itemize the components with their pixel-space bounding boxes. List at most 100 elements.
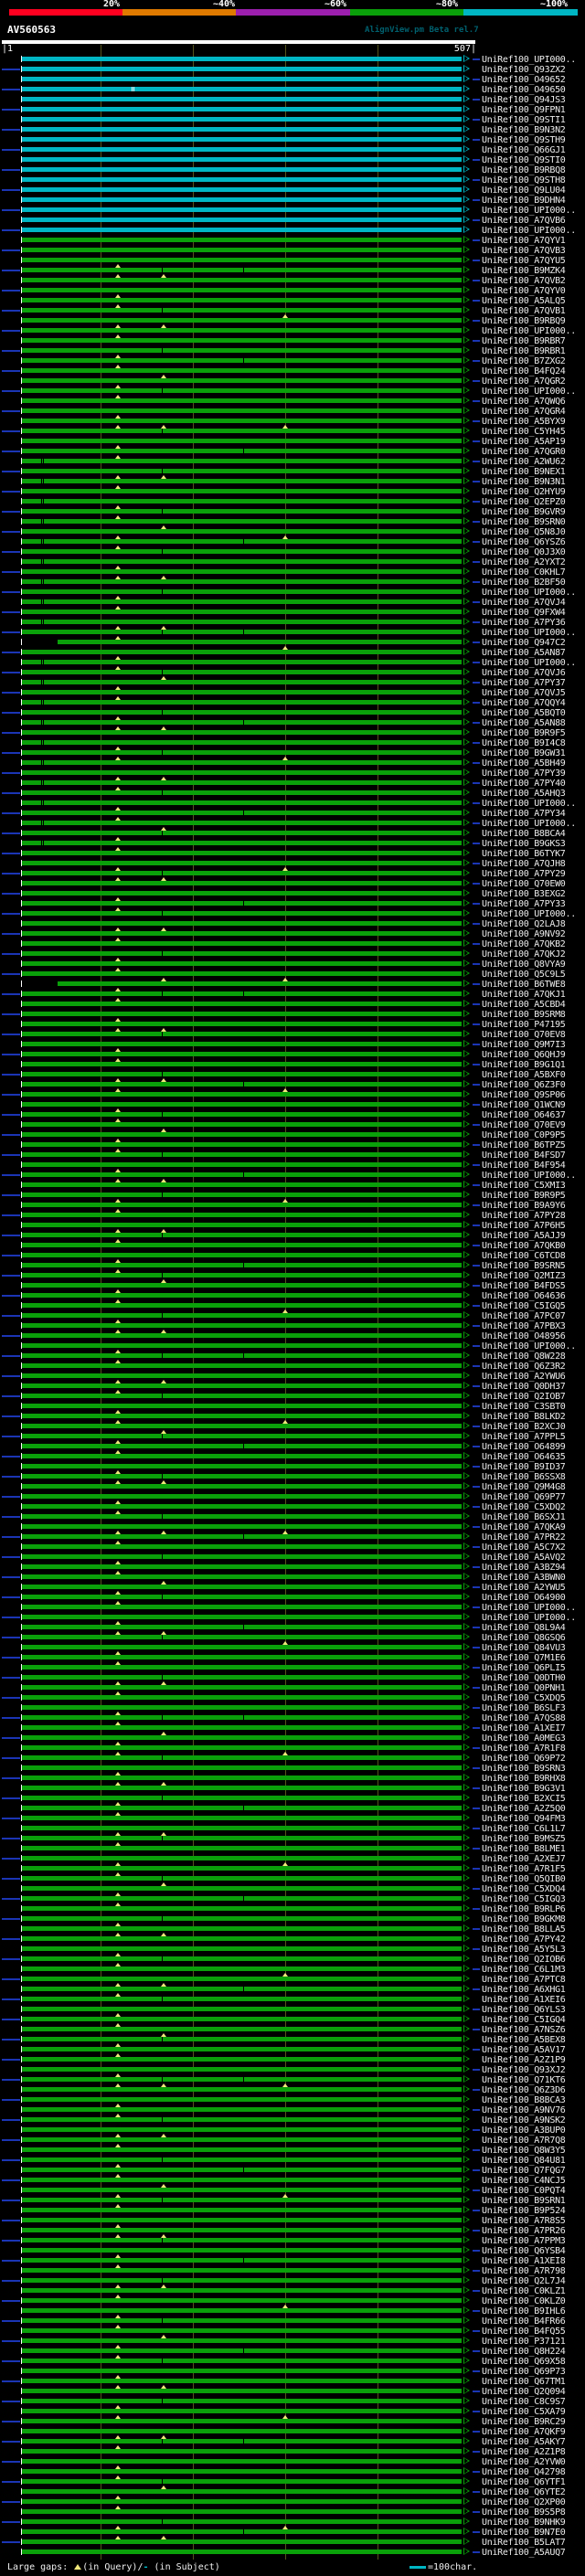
hit-row[interactable]: UniRef100_Q9SP06 [0, 1088, 585, 1100]
hit-bar[interactable] [22, 971, 462, 976]
hit-label[interactable]: UniRef100_B6SSX8 [482, 1472, 566, 1482]
hit-row[interactable]: UniRef100_Q7FQG7 [0, 2164, 585, 2176]
hit-bar[interactable] [22, 599, 462, 604]
hit-bar[interactable] [22, 1695, 462, 1700]
hit-label[interactable]: UniRef100_A7QKJ1 [482, 990, 566, 1000]
hit-label[interactable]: UniRef100_B9NHK9 [482, 2518, 566, 2528]
hit-row[interactable]: UniRef100_Q84VU3 [0, 1641, 585, 1653]
hit-label[interactable]: UniRef100_Q94JS3 [482, 95, 566, 105]
hit-label[interactable]: UniRef100_C0PQT4 [482, 2186, 566, 2196]
hit-bar[interactable] [22, 1263, 462, 1267]
hit-row[interactable]: UniRef100_C0PQT4 [0, 2184, 585, 2196]
hit-bar[interactable] [22, 1383, 462, 1388]
hit-row[interactable]: UniRef100_A7QKJ1 [0, 988, 585, 1000]
hit-bar[interactable] [22, 87, 462, 91]
hit-bar[interactable] [22, 1002, 462, 1006]
hit-row[interactable]: UniRef100_Q9M4G8 [0, 1480, 585, 1492]
hit-row[interactable]: UniRef100_B9N7E0 [0, 2526, 585, 2538]
hit-row[interactable]: UniRef100_B9RBQ9 [0, 314, 585, 326]
hit-row[interactable]: UniRef100_A7R1F8 [0, 1742, 585, 1754]
hit-row[interactable]: UniRef100_P37121 [0, 2335, 585, 2347]
hit-row[interactable]: UniRef100_A5AKY7 [0, 2435, 585, 2447]
hit-label[interactable]: UniRef100_A2WU62 [482, 457, 566, 467]
hit-row[interactable]: UniRef100_UPI000.. [0, 656, 585, 668]
hit-label[interactable]: UniRef100_A7QVJ5 [482, 688, 566, 698]
hit-row[interactable]: UniRef100_A7QVB6 [0, 216, 585, 226]
hit-row[interactable]: UniRef100_Q8H224 [0, 2345, 585, 2357]
hit-row[interactable]: UniRef100_Q9STI0 [0, 155, 585, 165]
hit-label[interactable]: UniRef100_Q9SP06 [482, 1090, 566, 1100]
hit-bar[interactable] [22, 288, 462, 292]
hit-label[interactable]: UniRef100_C4NCJ5 [482, 2176, 566, 2186]
hit-bar[interactable] [22, 489, 462, 493]
hit-bar[interactable] [22, 841, 462, 845]
hit-bar[interactable] [22, 127, 462, 132]
hit-bar[interactable] [22, 1765, 462, 1770]
hit-bar[interactable] [22, 579, 462, 584]
hit-row[interactable]: UniRef100_Q9STI1 [0, 115, 585, 125]
hit-label[interactable]: UniRef100_A7PY42 [482, 1935, 566, 1945]
hit-row[interactable]: UniRef100_Q2L7J4 [0, 2276, 585, 2286]
hit-label[interactable]: UniRef100_A7QVB2 [482, 276, 566, 286]
hit-bar[interactable] [22, 107, 462, 111]
hit-bar[interactable] [22, 1243, 462, 1247]
hit-row[interactable]: UniRef100_UPI000.. [0, 588, 585, 598]
hit-row[interactable]: UniRef100_A7PY37 [0, 676, 585, 688]
hit-label[interactable]: UniRef100_B9RBQ8 [482, 165, 566, 175]
hit-row[interactable]: UniRef100_A5C7X2 [0, 1541, 585, 1553]
hit-row[interactable]: UniRef100_A7QGR4 [0, 407, 585, 417]
hit-label[interactable]: UniRef100_A9NSK2 [482, 2115, 566, 2125]
hit-bar[interactable] [22, 358, 462, 363]
hit-label[interactable]: UniRef100_Q6YLS3 [482, 2005, 566, 2015]
hit-label[interactable]: UniRef100_B2XCI5 [482, 1794, 566, 1804]
hit-bar[interactable] [22, 831, 462, 835]
hit-label[interactable]: UniRef100_Q9M7I3 [482, 1040, 566, 1050]
hit-bar[interactable] [22, 1675, 462, 1680]
hit-row[interactable]: UniRef100_Q5N8J0 [0, 525, 585, 537]
hit-row[interactable]: UniRef100_B9SRN3 [0, 1764, 585, 1774]
hit-label[interactable]: UniRef100_A7R7Q8 [482, 2136, 566, 2146]
hit-row[interactable]: UniRef100_A7P6H5 [0, 1221, 585, 1231]
hit-label[interactable]: UniRef100_C5XDQ2 [482, 1502, 566, 1512]
hit-row[interactable]: UniRef100_B7ZXG2 [0, 355, 585, 366]
hit-label[interactable]: UniRef100_A7PR22 [482, 1532, 566, 1542]
hit-bar[interactable] [22, 770, 462, 775]
hit-bar[interactable] [22, 1464, 462, 1468]
hit-row[interactable]: UniRef100_A7QQY4 [0, 696, 585, 708]
hit-row[interactable]: UniRef100_C5XDQ2 [0, 1500, 585, 1512]
hit-bar[interactable] [22, 1705, 462, 1710]
hit-label[interactable]: UniRef100_A2Z1P8 [482, 2447, 566, 2457]
hit-row[interactable]: UniRef100_UPI000.. [0, 55, 585, 65]
hit-bar[interactable] [22, 2007, 462, 2011]
hit-row[interactable]: UniRef100_B9G3V1 [0, 1782, 585, 1794]
hit-row[interactable]: UniRef100_Q5QIB0 [0, 1872, 585, 1884]
hit-bar[interactable] [22, 2137, 462, 2142]
hit-bar[interactable] [22, 2539, 462, 2544]
hit-row[interactable]: UniRef100_A7PPL5 [0, 1430, 585, 1442]
hit-bar[interactable] [22, 1404, 462, 1408]
hit-row[interactable]: UniRef100_A7PY40 [0, 777, 585, 789]
hit-label[interactable]: UniRef100_A7QYU5 [482, 256, 566, 266]
hit-bar[interactable] [22, 2248, 462, 2253]
hit-label[interactable]: UniRef100_C0KLZ0 [482, 2296, 566, 2306]
hit-bar[interactable] [22, 1806, 462, 1810]
hit-row[interactable]: UniRef100_Q2IOB7 [0, 1390, 585, 1402]
hit-label[interactable]: UniRef100_Q1WCN9 [482, 1100, 566, 1110]
hit-row[interactable]: UniRef100_UPI000.. [0, 1169, 585, 1181]
hit-bar[interactable] [22, 2328, 462, 2333]
hit-row[interactable]: UniRef100_B9GKS3 [0, 837, 585, 849]
hit-label[interactable]: UniRef100_A2Z1P9 [482, 2055, 566, 2065]
hit-label[interactable]: UniRef100_Q2HYU9 [482, 487, 566, 497]
hit-row[interactable]: UniRef100_Q66GJ1 [0, 145, 585, 155]
hit-row[interactable]: UniRef100_B9MZK4 [0, 264, 585, 276]
hit-label[interactable]: UniRef100_Q69X58 [482, 2357, 566, 2367]
hit-row[interactable]: UniRef100_A3BWN0 [0, 1571, 585, 1583]
hit-label[interactable]: UniRef100_UPI000.. [482, 206, 576, 216]
hit-bar[interactable] [22, 811, 462, 815]
hit-label[interactable]: UniRef100_A5BH49 [482, 758, 566, 769]
hit-bar[interactable] [22, 2549, 462, 2554]
hit-bar[interactable] [22, 1645, 462, 1649]
hit-label[interactable]: UniRef100_A7QVB3 [482, 246, 566, 256]
hit-label[interactable]: UniRef100_Q66GJ1 [482, 145, 566, 155]
hit-label[interactable]: UniRef100_A5BXF0 [482, 1070, 566, 1080]
